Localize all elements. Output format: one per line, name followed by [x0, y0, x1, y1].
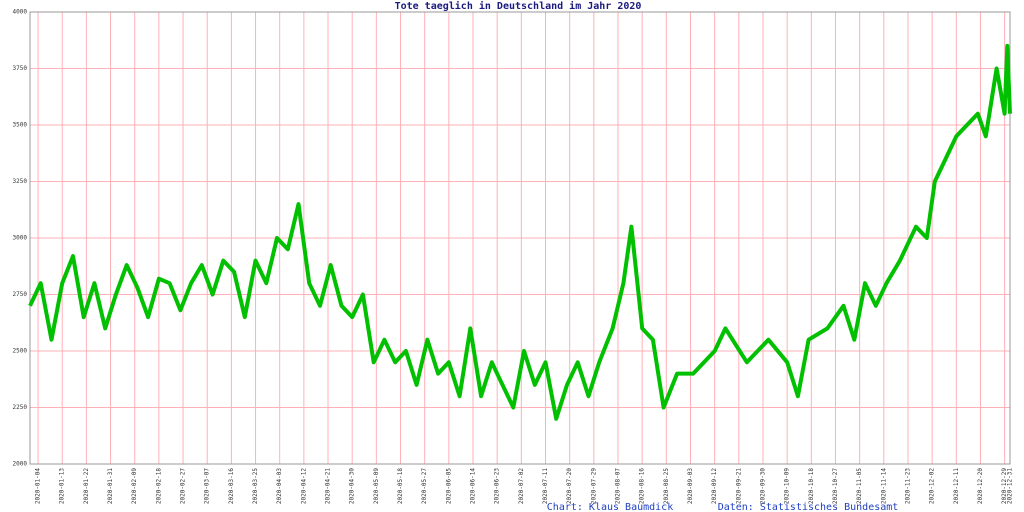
- y-tick-label: 3500: [13, 122, 28, 129]
- x-tick-label: 2020-12-29: [1001, 468, 1008, 505]
- x-tick-label: 2020-09-03: [687, 468, 694, 505]
- x-tick-label: 2020-04-30: [349, 468, 356, 505]
- x-tick-label: 2020-07-02: [518, 468, 525, 505]
- x-tick-label: 2020-12-20: [977, 468, 984, 505]
- x-tick-label: 2020-05-27: [421, 468, 428, 505]
- y-tick-label: 4000: [13, 9, 28, 16]
- y-tick-label: 3250: [13, 178, 28, 185]
- y-tick-label: 2000: [13, 461, 28, 468]
- x-tick-label: 2020-06-05: [445, 468, 452, 505]
- x-tick-label: 2020-09-30: [759, 468, 766, 505]
- x-tick-label: 2020-08-25: [663, 468, 670, 505]
- x-tick-label: 2020-02-27: [180, 468, 187, 505]
- x-tick-label: 2020-10-27: [832, 468, 839, 505]
- x-tick-label: 2020-07-20: [566, 468, 573, 505]
- x-tick-label: 2020-02-18: [155, 468, 162, 505]
- x-tick-label: 2020-12-11: [953, 468, 960, 505]
- x-tick-label: 2020-04-12: [300, 468, 307, 505]
- x-tick-label: 2020-05-18: [397, 468, 404, 505]
- x-tick-label: 2020-09-12: [711, 468, 718, 505]
- y-tick-label: 2500: [13, 348, 28, 355]
- x-tick-label: 2020-12-31: [1007, 468, 1014, 505]
- x-tick-label: 2020-03-25: [252, 468, 259, 505]
- x-tick-label: 2020-08-07: [615, 468, 622, 505]
- y-tick-label: 3000: [13, 235, 28, 242]
- x-tick-label: 2020-03-07: [204, 468, 211, 505]
- x-tick-label: 2020-04-03: [276, 468, 283, 505]
- footer-credit: Chart: Klaus Baumdick: [547, 502, 673, 512]
- x-tick-label: 2020-01-13: [59, 468, 66, 505]
- x-tick-label: 2020-05-09: [373, 468, 380, 505]
- x-tick-label: 2020-07-29: [590, 468, 597, 505]
- x-tick-label: 2020-12-02: [929, 468, 936, 505]
- x-tick-label: 2020-10-09: [784, 468, 791, 505]
- x-tick-label: 2020-01-22: [83, 468, 90, 505]
- x-tick-label: 2020-11-05: [856, 468, 863, 505]
- x-tick-label: 2020-07-11: [542, 468, 549, 505]
- x-tick-label: 2020-02-09: [131, 468, 138, 505]
- y-tick-label: 2750: [13, 291, 28, 298]
- x-tick-label: 2020-03-16: [228, 468, 235, 505]
- y-tick-label: 2250: [13, 404, 28, 411]
- x-tick-label: 2020-11-14: [880, 468, 887, 505]
- data-line: [28, 43, 1012, 421]
- x-tick-label: 2020-01-04: [35, 468, 42, 505]
- x-tick-label: 2020-06-14: [470, 468, 477, 505]
- plot-frame: [29, 11, 1011, 465]
- x-tick-label: 2020-01-31: [107, 468, 114, 505]
- y-tick-label: 3750: [13, 65, 28, 72]
- chart-title: Tote taeglich in Deutschland im Jahr 202…: [395, 0, 642, 12]
- x-tick-label: 2020-11-23: [904, 468, 911, 505]
- x-tick-label: 2020-04-21: [325, 468, 332, 505]
- x-tick-label: 2020-09-21: [735, 468, 742, 505]
- footer-source: Daten: Statistisches Bundesamt: [718, 502, 899, 512]
- x-tick-label: 2020-06-23: [494, 468, 501, 505]
- x-tick-label: 2020-08-16: [639, 468, 646, 505]
- x-tick-label: 2020-10-18: [808, 468, 815, 505]
